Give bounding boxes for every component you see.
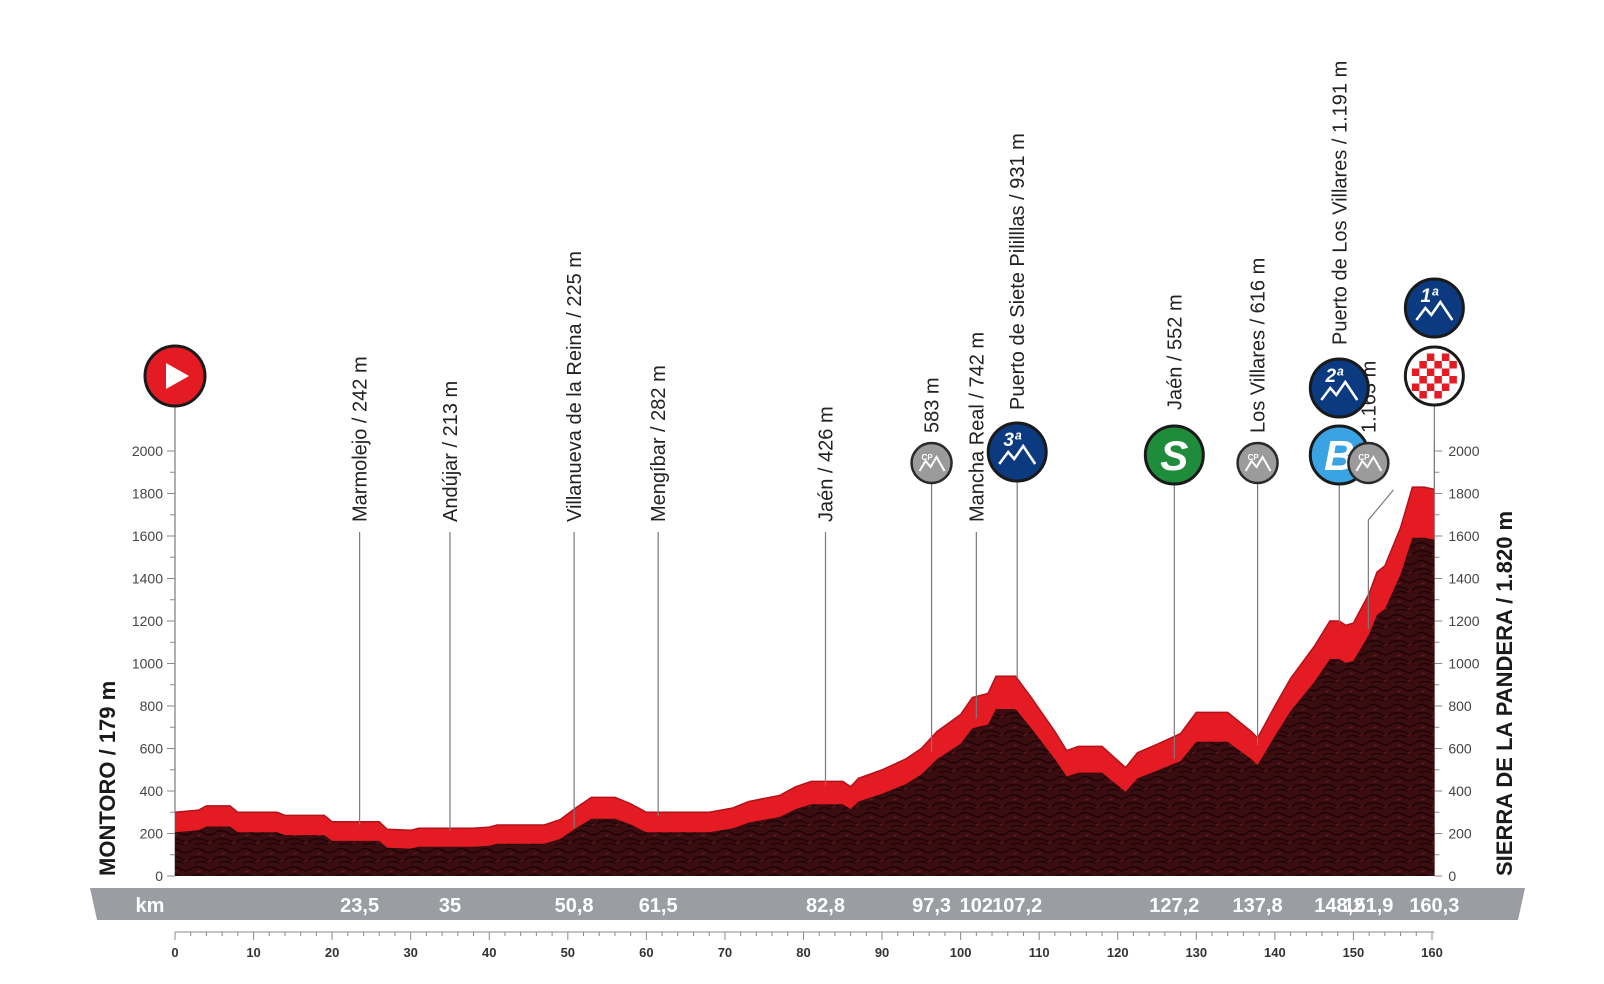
waypoint-label: Jaén / 426 m [815,406,837,522]
elevation-profile [174,486,1435,876]
km-band-label: 61,5 [639,895,678,917]
x-tick-label: 20 [325,945,339,960]
x-tick-label: 110 [1029,945,1050,960]
km-band-label: 148,2 [1314,895,1364,917]
km-band: km 23,5 35 50,8 61,5 82,8 97,3 102 107,2 127,2 137… [90,888,1525,920]
x-axis: 0 10 20 30 40 50 60 70 80 90 100 110 120 130 140 150 160 [171,931,1443,960]
km-band-title: km [136,895,165,917]
km-band-label: 102 [960,895,993,917]
cp-icon-9: CP [1236,441,1279,485]
svg-text:CP: CP [922,453,934,462]
km-band-label: 151,9 [1343,895,1393,917]
left-tick-label: 200 [140,826,164,842]
cp-icon-5: CP [910,441,953,485]
start-label: MONTORO / 179 m [95,681,120,876]
x-tick-label: 70 [718,945,732,960]
x-tick-label: 120 [1107,945,1129,960]
cat3-icon-7: 3ª [986,421,1048,483]
km-band-label: 82,8 [806,895,845,917]
cat1-icon-12: 1ª [1403,277,1465,339]
km-band-label: 107,2 [992,895,1042,917]
x-tick-label: 130 [1185,945,1207,960]
x-tick-label: 50 [561,945,575,960]
x-tick-label: 0 [171,945,178,960]
x-tick-label: 80 [796,945,810,960]
km-band-label: 50,8 [555,895,594,917]
right-tick-label: 1800 [1448,486,1479,502]
waypoint-labels: Marmolejo / 242 m Andújar / 213 m Villanue… [350,61,1381,522]
right-tick-label: 1200 [1448,613,1479,629]
km-band-label: 127,2 [1149,895,1199,917]
svg-text:1ª: 1ª [1421,286,1440,307]
x-tick-label: 30 [403,945,417,960]
waypoint-label: Mancha Real / 742 m [966,332,988,522]
km-band-shape [90,888,1525,920]
waypoint-label: Andújar / 213 m [440,381,462,522]
km-band-label: 160,3 [1409,895,1459,917]
x-tick-label: 10 [246,945,260,960]
km-band-label: 23,5 [340,895,379,917]
left-tick-label: 1800 [132,486,163,502]
waypoint-label: Marmolejo / 242 m [350,356,372,522]
waypoint-label: Los Villares / 616 m [1248,258,1270,433]
left-tick-label: 800 [140,698,164,714]
svg-text:2ª: 2ª [1324,366,1344,387]
right-y-axis: 0 200 400 600 800 1000 1200 1400 1600 1800 2000 [1433,443,1480,884]
right-tick-label: 1400 [1448,571,1479,587]
x-tick-label: 160 [1421,945,1443,960]
x-tick-label: 90 [875,945,889,960]
x-tick-label: 100 [950,945,972,960]
right-tick-label: 1000 [1448,656,1479,672]
waypoint-label: Puerto de Los Villares / 1.191 m [1329,61,1351,345]
right-tick-label: 800 [1448,698,1472,714]
left-tick-label: 400 [140,783,164,799]
finish-label: SIERRA DE LA PANDERA / 1.820 m [1492,511,1517,876]
x-tick-label: 140 [1264,945,1286,960]
right-tick-label: 600 [1448,741,1472,757]
right-tick-label: 200 [1448,826,1472,842]
right-tick-label: 0 [1448,868,1456,884]
left-tick-label: 1000 [132,656,163,672]
cp-icon-11: CP [1347,441,1390,485]
profile-area-rock [175,537,1435,876]
right-tick-label: 1600 [1448,528,1479,544]
x-tick-label: 60 [639,945,653,960]
left-tick-label: 2000 [132,443,163,459]
start-play-icon [143,344,207,408]
right-tick-label: 2000 [1448,443,1479,459]
profile-area-red [175,487,1435,876]
profile-outline [174,486,1435,832]
left-tick-label: 1200 [132,613,163,629]
waypoint-label: 583 m [922,377,944,433]
left-tick-label: 600 [140,741,164,757]
left-tick-label: 1400 [132,571,163,587]
sprint-icon-8: S [1143,424,1205,486]
waypoint-label: Puerto de Siete Pililllas / 931 m [1007,133,1029,410]
svg-text:CP: CP [1358,453,1370,462]
svg-text:S: S [1160,432,1188,479]
km-band-label: 35 [439,895,461,917]
waypoint-line [1367,489,1394,629]
cat2-icon-10: 2ª [1308,357,1370,419]
left-y-axis: 0 200 400 600 800 1000 1200 1400 1600 1800 2000 [132,443,176,884]
waypoint-lines [174,400,1435,831]
svg-text:CP: CP [1248,453,1260,462]
svg-text:3ª: 3ª [1003,430,1022,451]
x-tick-label: 40 [482,945,496,960]
km-band-label: 137,8 [1233,895,1283,917]
x-tick-label: 150 [1343,945,1365,960]
km-band-label: 97,3 [912,895,951,917]
finish-icon-12 [1403,345,1465,407]
waypoint-label: Mengíbar / 282 m [648,365,670,522]
left-tick-label: 0 [155,868,163,884]
left-tick-label: 1600 [132,528,163,544]
waypoint-label: Villanueva de la Reina / 225 m [564,251,586,522]
right-tick-label: 400 [1448,783,1472,799]
waypoint-label: Jaén / 552 m [1164,294,1186,410]
